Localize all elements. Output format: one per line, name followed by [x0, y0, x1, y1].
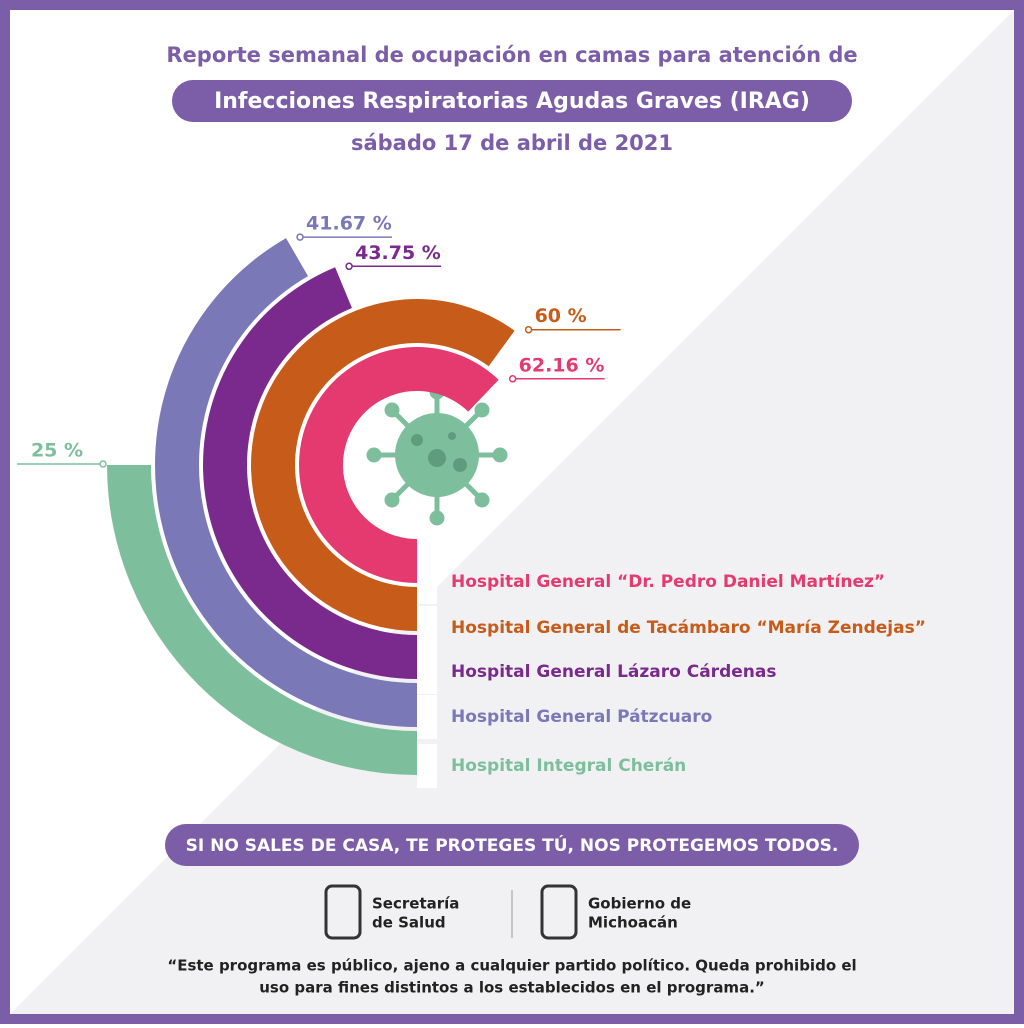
legend-strip [417, 560, 437, 604]
value-label: 41.67 % [306, 213, 392, 235]
slogan-pill [165, 824, 859, 866]
logo-text: de Salud [372, 914, 446, 932]
arc-bar [154, 238, 417, 727]
value-label: 43.75 % [355, 242, 441, 264]
subtitle-pill [172, 80, 852, 122]
subtitle: Infecciones Respiratorias Agudas Graves … [214, 89, 810, 114]
logo-text: Secretaría [372, 895, 459, 913]
value-label: 60 % [535, 305, 587, 327]
legend-label: Hospital Integral Cherán [451, 756, 686, 776]
value-label: 62.16 % [519, 354, 605, 376]
virus-icon [366, 384, 508, 526]
disclaimer: uso para fines distintos a los estableci… [259, 979, 765, 997]
legend-strip [417, 695, 437, 739]
slogan: SI NO SALES DE CASA, TE PROTEGES TÚ, NOS… [186, 834, 839, 856]
legend-strip [417, 606, 437, 650]
legend-label: Hospital General “Dr. Pedro Daniel Martí… [451, 572, 885, 592]
logo-gobierno: Gobierno de Michoacán [540, 884, 691, 940]
legend-label: Hospital General de Tacámbaro “María Zen… [451, 618, 926, 638]
logo-text: Michoacán [588, 914, 678, 932]
arc-bar [250, 299, 515, 631]
legend-strip [417, 650, 437, 694]
value-label: 25 % [31, 440, 83, 462]
logo-text: Gobierno de [588, 895, 691, 913]
legend-label: Hospital General Pátzcuaro [451, 707, 712, 727]
arc-bar [299, 346, 499, 583]
label-dot [345, 262, 353, 271]
disclaimer: “Este programa es público, ajeno a cualq… [167, 957, 856, 975]
legend-label: Hospital General Lázaro Cárdenas [451, 662, 776, 682]
chart: 62.16 % Hospital General “Dr. Pedro Danie… [17, 213, 926, 788]
label-dot [99, 460, 107, 468]
label-dot [508, 375, 517, 383]
title: Reporte semanal de ocupación en camas pa… [166, 43, 857, 67]
label-dot [524, 325, 533, 334]
arc-bar [203, 267, 417, 679]
background-shade [10, 10, 1014, 1014]
legend-strip [417, 744, 437, 788]
logo-salud: Secretaría de Salud [324, 884, 459, 940]
label-dot [296, 233, 304, 241]
arc-bar [107, 465, 417, 775]
date: sábado 17 de abril de 2021 [351, 131, 673, 155]
